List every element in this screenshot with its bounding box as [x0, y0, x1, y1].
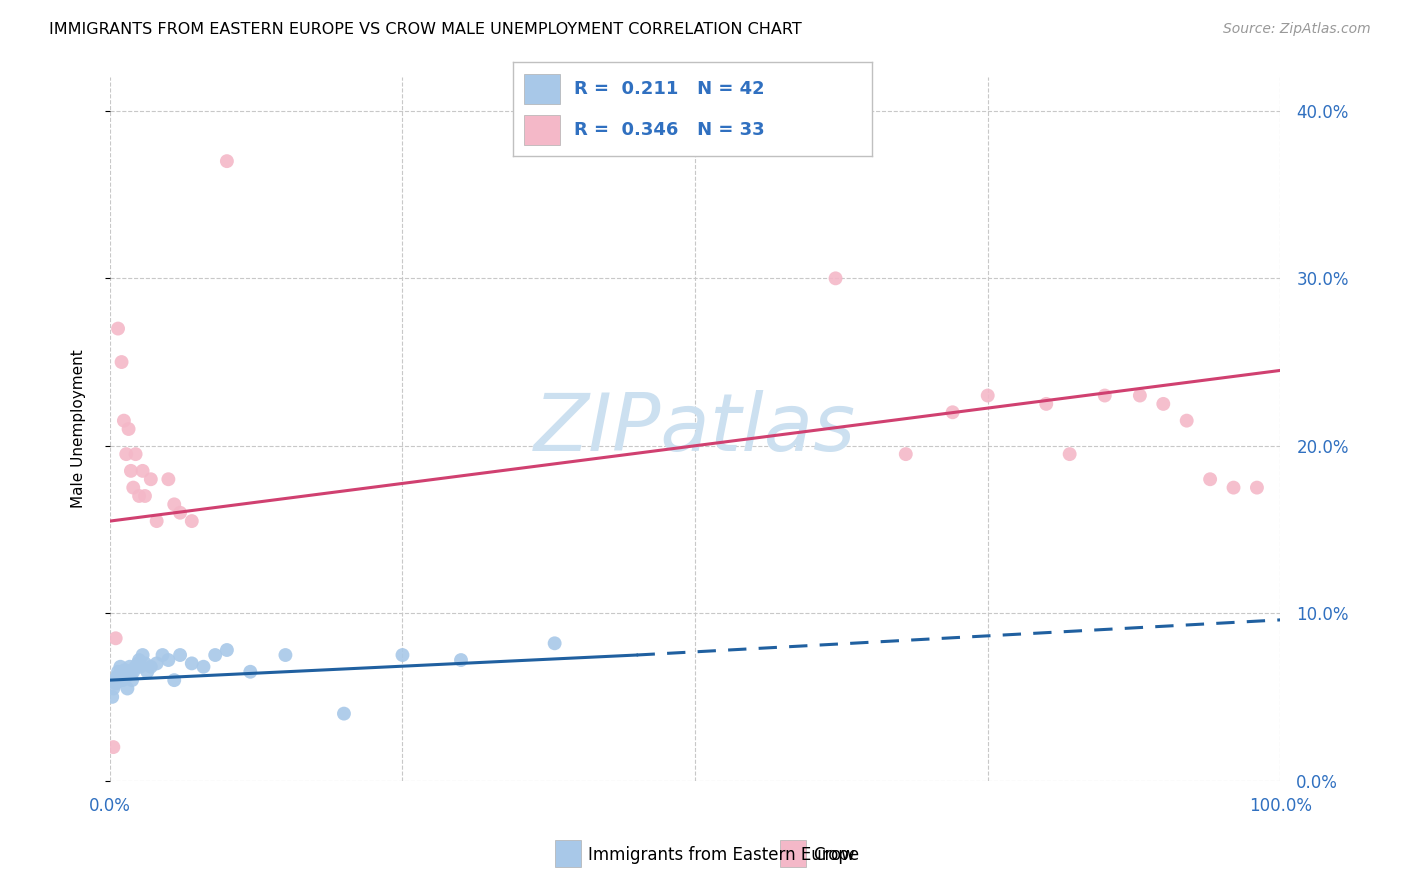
FancyBboxPatch shape	[524, 115, 560, 145]
Point	[114, 663, 136, 677]
Point	[122, 665, 145, 679]
Point	[131, 648, 153, 662]
Point	[124, 447, 146, 461]
Point	[215, 643, 238, 657]
Point	[117, 665, 139, 679]
FancyBboxPatch shape	[524, 74, 560, 103]
Point	[204, 648, 226, 662]
Point	[180, 514, 202, 528]
Point	[1199, 472, 1222, 486]
Point	[977, 388, 1000, 402]
Text: ZIPatlas: ZIPatlas	[534, 390, 856, 468]
Point	[136, 665, 159, 679]
Point	[108, 673, 131, 687]
Point	[129, 659, 152, 673]
Point	[157, 653, 180, 667]
Point	[110, 355, 132, 369]
Text: IMMIGRANTS FROM EASTERN EUROPE VS CROW MALE UNEMPLOYMENT CORRELATION CHART: IMMIGRANTS FROM EASTERN EUROPE VS CROW M…	[49, 22, 801, 37]
Point	[131, 464, 153, 478]
Point	[117, 681, 139, 696]
Point	[942, 405, 965, 419]
Point	[145, 514, 167, 528]
Point	[103, 740, 125, 755]
Point	[124, 659, 146, 673]
Point	[107, 321, 129, 335]
Point	[134, 489, 156, 503]
Point	[103, 681, 125, 696]
Point	[215, 154, 238, 169]
Point	[391, 648, 413, 662]
Point	[163, 497, 186, 511]
Point	[152, 648, 174, 662]
Point	[122, 481, 145, 495]
Point	[107, 665, 129, 679]
Point	[115, 670, 138, 684]
Point	[104, 676, 127, 690]
Point	[824, 271, 846, 285]
Point	[127, 657, 149, 671]
Point	[169, 648, 191, 662]
Point	[101, 690, 124, 704]
Y-axis label: Male Unemployment: Male Unemployment	[72, 350, 86, 508]
Point	[111, 673, 134, 687]
Point	[163, 673, 186, 687]
Point	[120, 666, 142, 681]
Point	[115, 447, 138, 461]
Point	[110, 659, 132, 673]
Point	[1094, 388, 1116, 402]
Point	[1246, 481, 1268, 495]
Text: Source: ZipAtlas.com: Source: ZipAtlas.com	[1223, 22, 1371, 37]
Point	[1175, 414, 1198, 428]
Point	[1059, 447, 1081, 461]
Point	[118, 659, 141, 673]
Point	[112, 414, 135, 428]
Point	[110, 665, 132, 679]
Point	[139, 659, 162, 673]
Point	[104, 632, 127, 646]
Point	[134, 657, 156, 671]
Point	[239, 665, 262, 679]
Point	[180, 657, 202, 671]
Point	[193, 659, 215, 673]
Point	[121, 673, 143, 687]
Point	[157, 472, 180, 486]
Point	[543, 636, 565, 650]
Point	[103, 673, 125, 687]
Point	[145, 657, 167, 671]
Point	[120, 464, 142, 478]
Point	[1129, 388, 1152, 402]
Point	[274, 648, 297, 662]
Point	[128, 489, 150, 503]
Point	[112, 668, 135, 682]
Text: Crow: Crow	[813, 846, 855, 863]
Point	[894, 447, 917, 461]
Point	[105, 670, 128, 684]
Text: Immigrants from Eastern Europe: Immigrants from Eastern Europe	[588, 846, 859, 863]
Point	[169, 506, 191, 520]
Point	[117, 422, 139, 436]
Point	[450, 653, 472, 667]
Point	[1222, 481, 1244, 495]
Point	[333, 706, 356, 721]
Point	[1035, 397, 1057, 411]
Text: R =  0.346   N = 33: R = 0.346 N = 33	[574, 121, 765, 139]
Point	[1152, 397, 1174, 411]
Text: R =  0.211   N = 42: R = 0.211 N = 42	[574, 79, 765, 97]
Point	[139, 472, 162, 486]
Point	[128, 653, 150, 667]
